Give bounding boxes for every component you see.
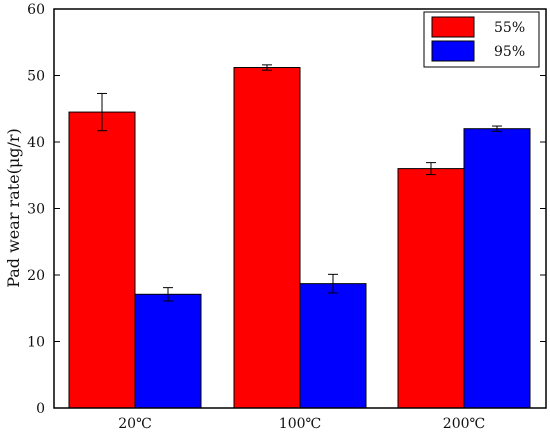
legend: 55% 95% (423, 11, 540, 68)
x-axis: 20℃ 100℃ 200℃ (118, 402, 485, 432)
bar (463, 128, 531, 409)
y-tick-label: 60 (27, 2, 45, 18)
y-tick-label: 20 (27, 268, 45, 284)
bars-layer (68, 67, 531, 409)
x-tick-label: 100℃ (279, 416, 321, 432)
y-tick-label: 40 (27, 135, 45, 151)
bar (397, 168, 465, 409)
bar (134, 293, 202, 409)
bar (299, 283, 367, 409)
legend-label: 95% (494, 44, 525, 60)
y-tick-label: 50 (27, 69, 45, 85)
error-bars-layer (97, 64, 502, 302)
bar (233, 67, 301, 409)
y-axis: 0 10 20 30 40 50 60 (27, 2, 546, 417)
y-tick-label: 0 (36, 401, 45, 417)
x-tick-label: 200℃ (443, 416, 485, 432)
legend-swatch (431, 16, 475, 38)
y-axis-title: Pad wear rate(μg/r) (4, 128, 23, 288)
legend-label: 55% (494, 20, 525, 36)
legend-swatch (431, 40, 475, 62)
y-tick-label: 30 (27, 202, 45, 218)
bar (68, 111, 136, 409)
x-tick-label: 20℃ (118, 416, 151, 432)
y-tick-label: 10 (27, 335, 45, 351)
